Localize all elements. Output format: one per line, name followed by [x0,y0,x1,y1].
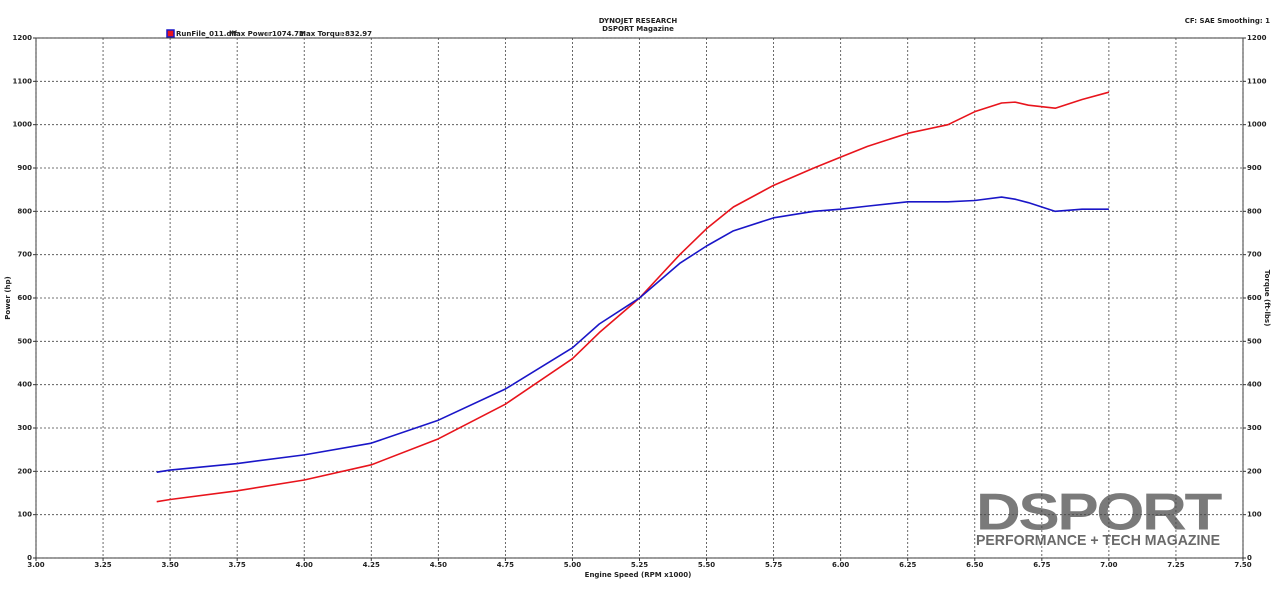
y-axis-label: Power (hp) [4,276,12,319]
y2-tick-label: 0 [1247,554,1252,562]
y2-tick-label: 200 [1247,467,1262,475]
y2-tick-label: 1200 [1247,34,1267,42]
y2-tick-label: 400 [1247,381,1262,389]
y2-tick-label: 900 [1247,164,1262,172]
legend-max-power: 1074.72 [272,30,304,38]
x-tick-label: 7.25 [1167,561,1184,569]
y-tick-label: 100 [17,511,32,519]
y2-axis-label: Torque (ft-lbs) [1263,270,1271,327]
x-tick-label: 3.00 [27,561,44,569]
x-tick-label: 5.75 [765,561,782,569]
x-tick-label: 4.00 [296,561,313,569]
series-line [156,196,1109,473]
y-tick-label: 0 [27,554,32,562]
x-tick-label: 6.25 [899,561,916,569]
legend-torque-label: Max Torque [299,30,345,38]
y2-tick-label: 700 [1247,251,1262,259]
legend-run: RunFile_011.dlf [176,30,238,38]
x-tick-label: 4.50 [430,561,447,569]
y-tick-label: 1000 [13,121,33,129]
series-line [156,91,1110,503]
x-tick-label: 4.25 [363,561,380,569]
x-tick-label: 5.00 [564,561,581,569]
legend-dot [266,32,270,36]
logo-title: DSPORT [976,484,1223,542]
x-tick-label: 5.25 [631,561,648,569]
y-tick-label: 400 [17,381,32,389]
legend-swatch [166,29,175,38]
y-tick-label: 900 [17,164,32,172]
legend-dot [339,32,343,36]
x-tick-label: 5.50 [698,561,715,569]
y-tick-label: 300 [17,424,32,432]
x-tick-label: 4.75 [497,561,514,569]
x-tick-label: 3.50 [161,561,178,569]
y2-tick-label: 500 [1247,337,1262,345]
y2-tick-label: 300 [1247,424,1262,432]
x-tick-label: 7.00 [1100,561,1117,569]
y-tick-label: 800 [17,207,32,215]
y-tick-label: 600 [17,294,32,302]
legend-power-label: Max Power [229,30,273,38]
y-tick-label: 500 [17,337,32,345]
chart-subtitle: DSPORT Magazine [602,25,674,33]
y2-tick-label: 800 [1247,207,1262,215]
y-tick-label: 1100 [13,77,33,85]
x-tick-label: 3.75 [229,561,246,569]
x-tick-label: 6.50 [966,561,983,569]
y2-tick-label: 1100 [1247,77,1267,85]
x-axis-label: Engine Speed (RPM x1000) [585,571,692,579]
logo-subtitle: PERFORMANCE + TECH MAGAZINE [976,532,1220,549]
x-tick-label: 3.25 [94,561,111,569]
settings-label: CF: SAE Smoothing: 1 [1185,17,1270,25]
y2-tick-label: 100 [1247,511,1262,519]
y-tick-label: 200 [17,467,32,475]
y-tick-label: 1200 [13,34,33,42]
legend-max-torque: 832.97 [345,30,372,38]
y2-tick-label: 1000 [1247,121,1267,129]
x-tick-label: 6.00 [832,561,849,569]
x-tick-label: 6.75 [1033,561,1050,569]
x-tick-label: 7.50 [1234,561,1251,569]
y2-tick-label: 600 [1247,294,1262,302]
y-tick-label: 700 [17,251,32,259]
chart-title: DYNOJET RESEARCH [599,17,678,25]
